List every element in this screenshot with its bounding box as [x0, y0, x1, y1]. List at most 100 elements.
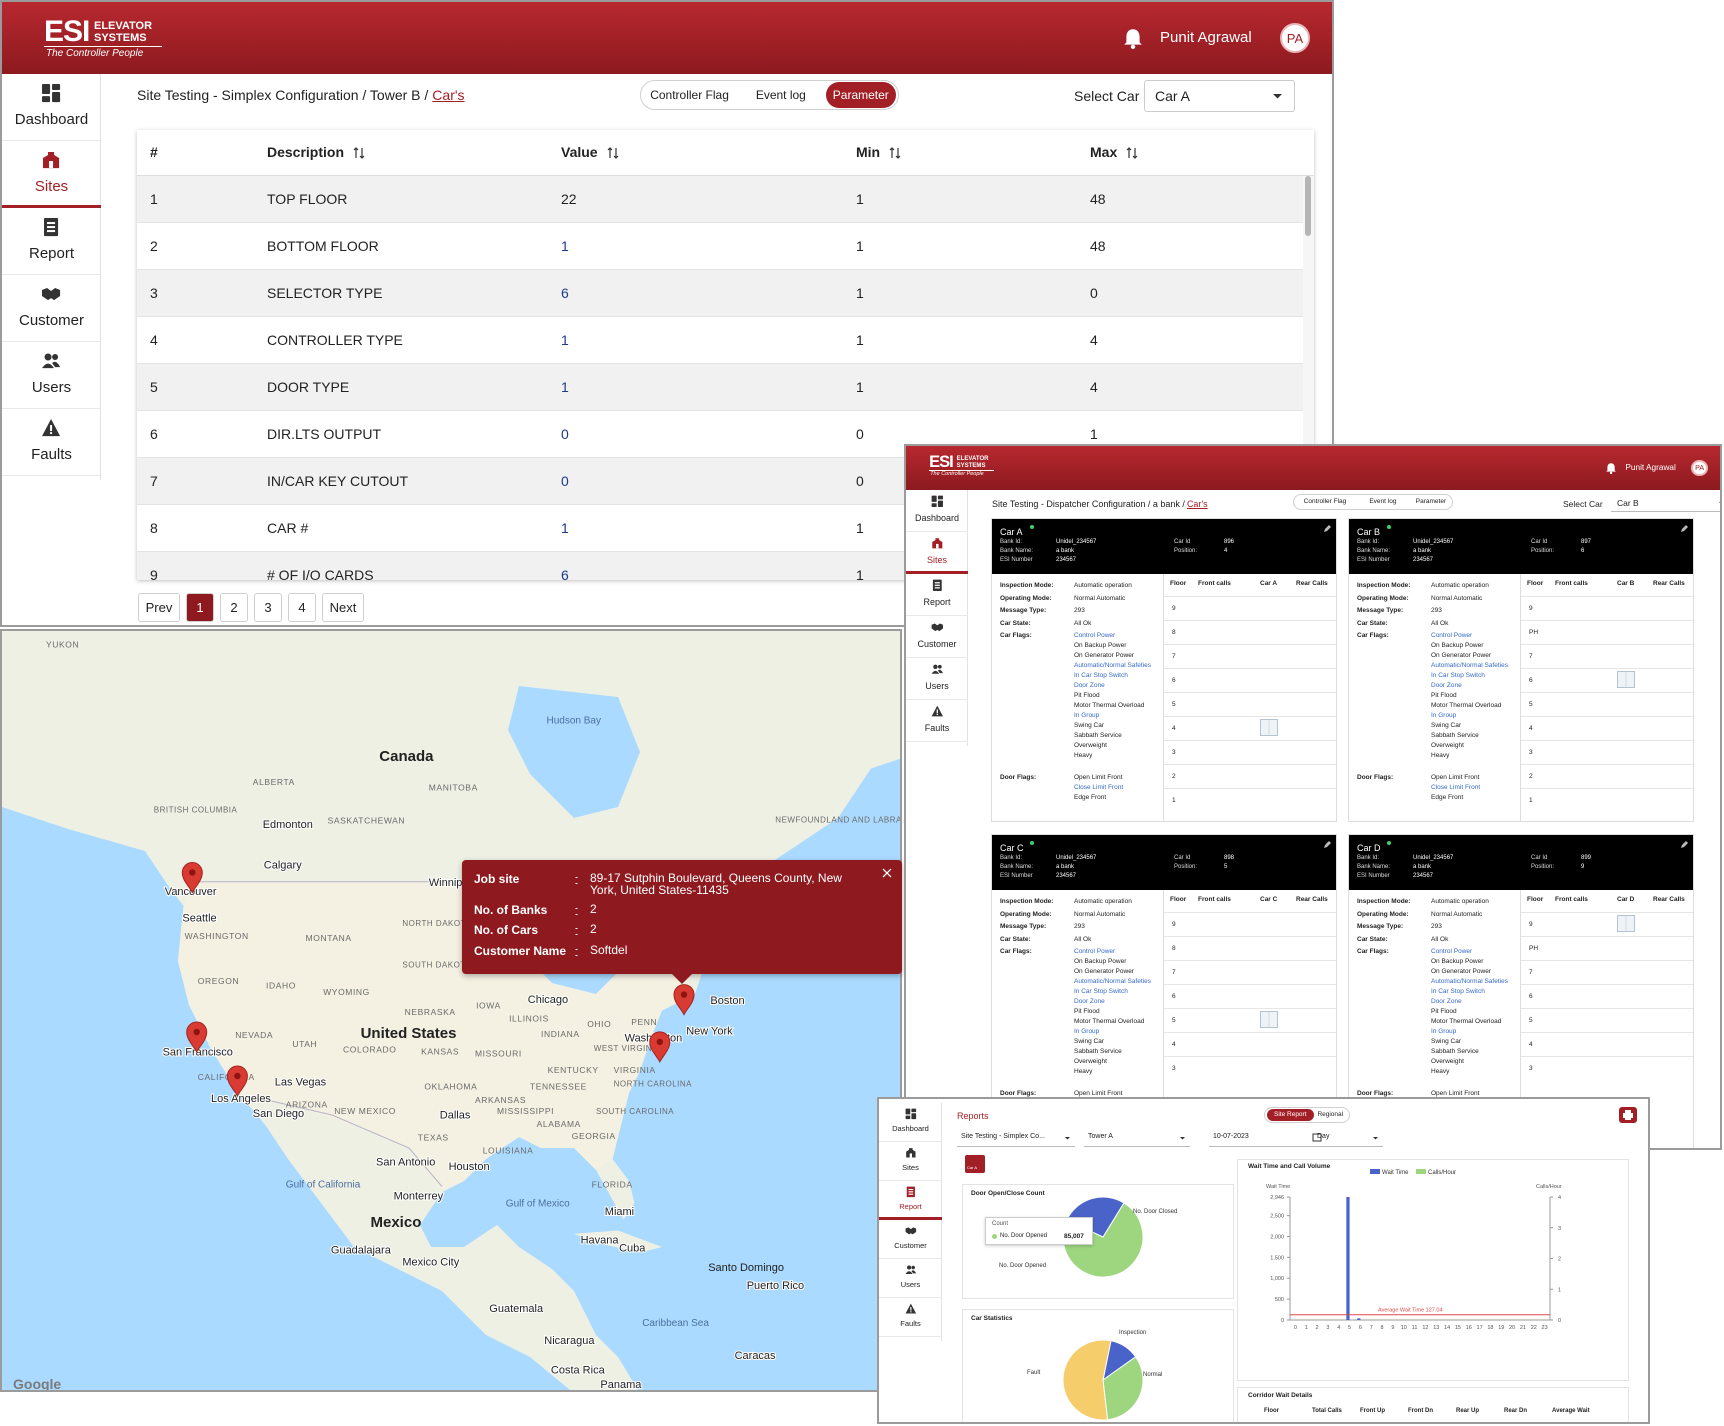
print-button[interactable]	[1619, 1107, 1637, 1123]
car-flag: In Car Stop Switch	[1431, 672, 1485, 679]
nav-item[interactable]: Dashboard	[906, 490, 968, 532]
nav-item[interactable]: Sites	[879, 1142, 942, 1181]
sort-arrows	[1126, 147, 1138, 159]
page-button[interactable]: 2	[220, 593, 248, 622]
floor-row	[1521, 740, 1693, 764]
page-button[interactable]: Prev	[138, 593, 180, 622]
tab[interactable]: Regional	[1317, 1111, 1344, 1118]
nav-item[interactable]: Report	[879, 1181, 942, 1220]
car-select[interactable]: Car B	[1611, 495, 1720, 512]
popup-value: 2	[590, 902, 597, 916]
nav-label[interactable]: Sites	[926, 555, 947, 566]
column-header[interactable]: Min	[856, 144, 881, 160]
map-label: Hudson Bay	[547, 715, 601, 726]
nav-label[interactable]: Sites	[902, 1163, 919, 1173]
page-button[interactable]: Next	[322, 593, 364, 622]
tab[interactable]: Parameter	[825, 82, 896, 108]
tab[interactable]: Site Report	[1267, 1109, 1314, 1121]
filter-dropdown[interactable]: Day	[1313, 1129, 1383, 1147]
brand-line: SYSTEMS	[94, 32, 147, 44]
map-label: UTAH	[292, 1039, 317, 1049]
nav-label[interactable]: Customer	[894, 1241, 927, 1251]
column-header[interactable]: Max	[1090, 144, 1118, 160]
nav-item[interactable]: Dashboard	[2, 74, 101, 141]
nav-label[interactable]: Faults	[924, 723, 950, 734]
car-badge[interactable]: Car A	[965, 1155, 985, 1173]
user-avatar[interactable]: PA	[1280, 23, 1310, 53]
user-name[interactable]: Punit Agrawal	[1160, 29, 1252, 46]
nav-label[interactable]: Faults	[900, 1319, 921, 1329]
y-tick-label: 2,000	[1270, 1234, 1284, 1240]
nav-label[interactable]: Customer	[917, 639, 957, 650]
nav-item[interactable]: Customer	[879, 1220, 942, 1259]
car-status: Inspection Mode: Automatic operation Opera…	[1349, 890, 1521, 1148]
brand-rule	[44, 46, 162, 47]
filter-dropdown[interactable]: Tower A	[1084, 1129, 1190, 1147]
user-name[interactable]: Punit Agrawal	[1625, 463, 1676, 473]
nav-label[interactable]: Report	[899, 1202, 922, 1212]
floor-number: 5	[1529, 701, 1533, 708]
map-label: GEORGIA	[572, 1131, 616, 1141]
filter-value[interactable]: Tower A	[1088, 1133, 1113, 1140]
column-header[interactable]: Value	[561, 144, 598, 160]
icon-part	[52, 361, 61, 367]
tab[interactable]: Event log	[755, 88, 806, 102]
nav-label[interactable]: Users	[900, 1280, 921, 1290]
icon-shape	[905, 1148, 916, 1158]
nav-item[interactable]: Report	[2, 208, 101, 275]
nav-label[interactable]: Users	[925, 681, 949, 692]
car-flag: In Group	[1431, 1028, 1457, 1035]
select-value[interactable]: Car A	[1155, 88, 1191, 104]
popup-label: Job site	[474, 872, 520, 886]
nav-item[interactable]: Faults	[2, 409, 101, 476]
nav-item[interactable]: Users	[906, 658, 968, 700]
nav-item[interactable]: Faults	[906, 700, 968, 742]
status-dot	[1387, 841, 1391, 845]
nav-item[interactable]: Sites	[906, 532, 968, 574]
bank-label: Bank Id:	[1357, 855, 1380, 861]
bell-clapper	[1130, 44, 1136, 49]
page-button[interactable]: 1	[186, 593, 214, 622]
filter-value[interactable]: Day	[1317, 1133, 1330, 1140]
user-avatar[interactable]: PA	[1691, 459, 1708, 477]
nav-label[interactable]: Dashboard	[892, 1124, 929, 1134]
filter-value[interactable]: 10-07-2023	[1213, 1133, 1249, 1140]
nav-icon	[42, 353, 61, 368]
nav-item[interactable]: Dashboard	[879, 1103, 942, 1142]
nav-item[interactable]: Customer	[2, 275, 101, 342]
nav-item[interactable]: Customer	[906, 616, 968, 658]
nav-item[interactable]: Sites	[2, 141, 101, 208]
column-header[interactable]: Description	[267, 144, 345, 160]
icon-part	[905, 1271, 913, 1275]
page-button[interactable]: 4	[288, 593, 316, 622]
tab[interactable]: Controller Flag	[650, 88, 729, 102]
breadcrumb-link[interactable]: Car's	[432, 87, 465, 103]
nav-label[interactable]: Faults	[31, 445, 72, 463]
filter-value[interactable]: Site Testing - Simplex Co...	[961, 1133, 1045, 1140]
nav-label[interactable]: Report	[923, 597, 951, 608]
nav-label[interactable]: Dashboard	[14, 110, 89, 128]
nav-item[interactable]: Users	[2, 342, 101, 409]
page-button[interactable]: 3	[254, 593, 282, 622]
tab[interactable]: Parameter	[1415, 498, 1447, 505]
breadcrumb-link[interactable]: Car's	[1186, 499, 1208, 509]
floor-number: PH	[1529, 945, 1539, 952]
nav-label[interactable]: Users	[31, 378, 72, 396]
icon-part	[909, 1153, 912, 1158]
nav-item[interactable]: Faults	[879, 1298, 942, 1337]
tab[interactable]: Event log	[1369, 498, 1397, 505]
nav-label[interactable]: Report	[28, 244, 75, 262]
filter-dropdown[interactable]: 10-07-2023	[1209, 1129, 1325, 1147]
status-value: All Ok	[1431, 935, 1449, 943]
nav-label[interactable]: Customer	[18, 311, 85, 329]
filter-dropdown[interactable]: Site Testing - Simplex Co...	[957, 1129, 1075, 1147]
nav-label[interactable]: Sites	[34, 177, 69, 195]
tab[interactable]: Controller Flag	[1303, 498, 1347, 505]
select-value[interactable]: Car B	[1617, 498, 1639, 508]
nav-label[interactable]: Dashboard	[914, 513, 960, 524]
legend-swatch	[1370, 1169, 1380, 1174]
nav-item[interactable]: Report	[906, 574, 968, 616]
status-label: Car State:	[1357, 619, 1388, 627]
nav-item[interactable]: Users	[879, 1259, 942, 1298]
car-select[interactable]: Car A	[1144, 80, 1295, 112]
